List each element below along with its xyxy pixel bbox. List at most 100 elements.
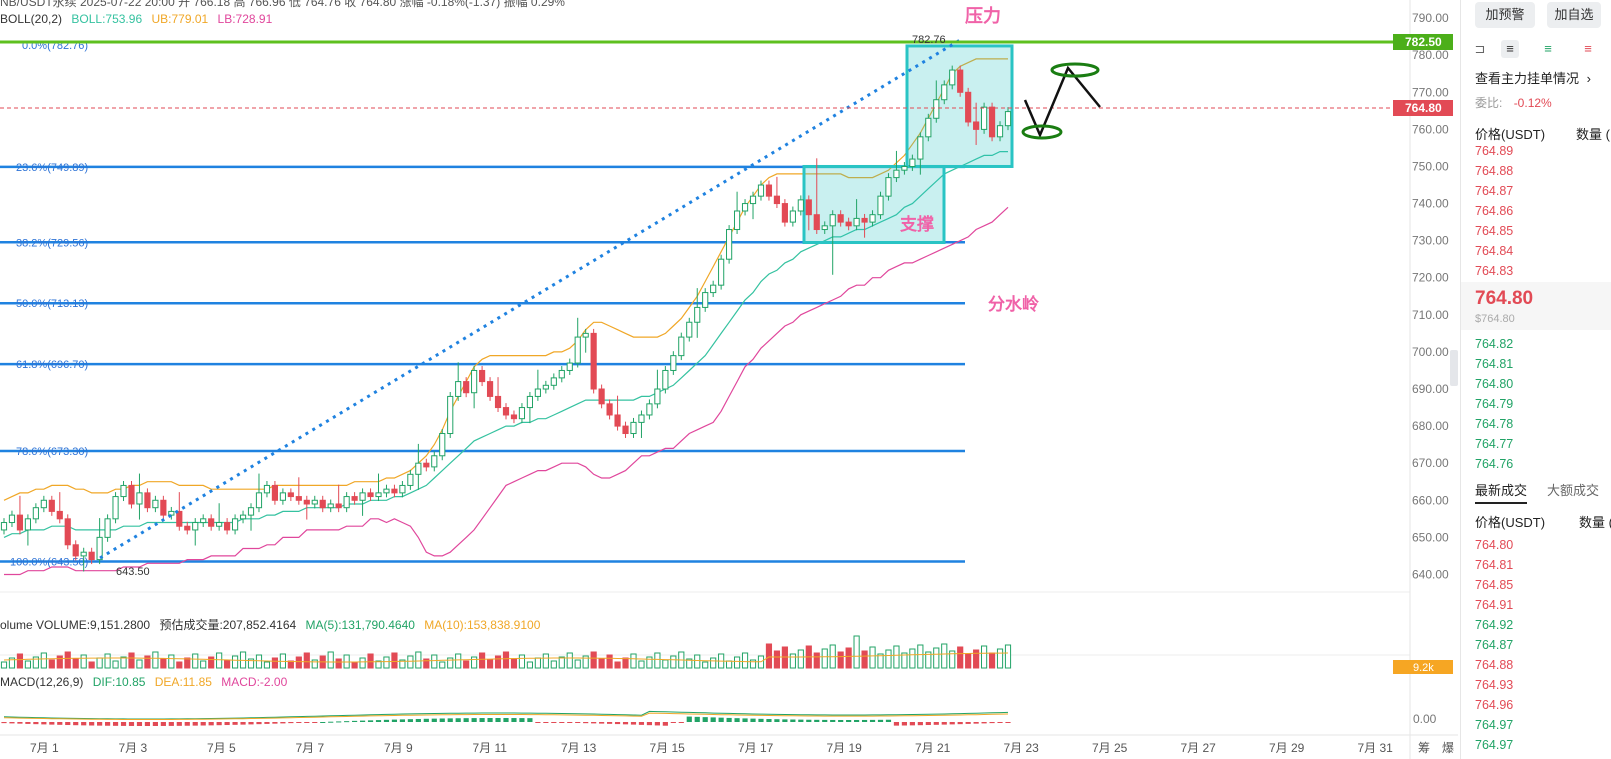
volume-bar <box>662 659 669 669</box>
y-tick-label: 720.00 <box>1412 271 1449 285</box>
y-tick-label: 640.00 <box>1412 567 1449 581</box>
candle <box>566 362 573 371</box>
ask-price[interactable]: 764.84 <box>1475 244 1514 258</box>
fib-label: 23.6%(749.89) <box>16 162 88 174</box>
chart-area[interactable]: 0.0%(782.76) 23.6%(749.89) 38.2%(729.56) 50… <box>0 0 1458 759</box>
candle <box>399 484 406 494</box>
macd-bar <box>160 722 166 726</box>
macd-bar <box>168 722 174 726</box>
volume-bar <box>670 655 677 669</box>
volume-bar <box>694 654 701 669</box>
layout-sell-icon[interactable]: ≡ <box>1584 41 1592 56</box>
bid-price[interactable]: 764.79 <box>1475 397 1514 411</box>
candle <box>120 484 127 498</box>
macd-bar <box>176 722 182 726</box>
candle <box>216 522 223 527</box>
macd-bar <box>304 722 310 723</box>
macd-dea-line <box>3 712 1009 720</box>
layout-both-icon[interactable]: ≡ <box>1501 40 1519 58</box>
macd-bar <box>543 722 549 723</box>
panel-collapse-handle[interactable] <box>1450 350 1458 386</box>
candle <box>718 258 725 286</box>
candle <box>136 492 143 505</box>
candle <box>773 195 781 205</box>
ask-price[interactable]: 764.89 <box>1475 144 1514 158</box>
macd-bar <box>559 722 565 723</box>
macd-bar <box>336 721 342 723</box>
volume-bar <box>184 657 191 669</box>
candle <box>917 136 924 160</box>
x-tick-label: 7月 23 <box>1004 741 1040 755</box>
volume-bar <box>295 656 302 669</box>
macd-bar <box>965 722 971 724</box>
volume-bar <box>558 656 565 669</box>
candle <box>909 158 916 167</box>
bid-price[interactable]: 764.80 <box>1475 377 1514 391</box>
current-price-tag: 764.80 <box>1405 101 1442 115</box>
bid-price[interactable]: 764.81 <box>1475 357 1514 371</box>
ask-price[interactable]: 764.86 <box>1475 204 1514 218</box>
bid-price[interactable]: 764.82 <box>1475 337 1514 351</box>
macd-bar <box>527 718 533 722</box>
macd-bar <box>575 722 581 723</box>
volume-bar <box>399 659 406 669</box>
main-orders-label: 查看主力挂单情况 <box>1475 71 1580 86</box>
ratio-value: -0.12% <box>1513 96 1552 110</box>
candle <box>941 84 948 101</box>
macd-bar <box>399 719 406 722</box>
candle <box>654 388 661 405</box>
macd-bar <box>359 720 366 722</box>
add-alert-button[interactable]: 加预警 <box>1475 2 1535 28</box>
layout-full-icon[interactable]: ⊐ <box>1474 41 1486 56</box>
boll-upper-line <box>3 58 1008 501</box>
candle <box>726 229 733 260</box>
ask-price[interactable]: 764.88 <box>1475 164 1514 178</box>
bid-price[interactable]: 764.78 <box>1475 417 1514 431</box>
bid-price[interactable]: 764.77 <box>1475 437 1514 451</box>
fib-label: 100.0%(643.50) <box>10 556 88 568</box>
macd-bar <box>694 716 700 722</box>
trade-price: 764.88 <box>1475 658 1514 672</box>
macd-bar <box>41 722 47 725</box>
volume-bar <box>351 661 358 669</box>
main-orders-link[interactable]: 查看主力挂单情况 › <box>1475 68 1591 87</box>
chevron-right-icon: › <box>1586 71 1591 86</box>
candle <box>813 214 820 231</box>
volume-bar <box>853 635 860 669</box>
macd-bar <box>120 722 127 726</box>
macd-bar <box>471 718 477 722</box>
projection-path <box>1023 65 1101 139</box>
volume-bar <box>32 656 39 669</box>
y-tick-label: 660.00 <box>1412 493 1449 507</box>
candle <box>0 522 8 531</box>
add-watchlist-button[interactable]: 加自选 <box>1547 2 1601 28</box>
current-price-tag-bg <box>1393 100 1453 116</box>
macd-bar <box>614 722 621 725</box>
ask-price[interactable]: 764.85 <box>1475 224 1514 238</box>
candle <box>821 225 828 231</box>
macd-bar <box>686 716 692 722</box>
support-annotation: 支撑 <box>900 214 934 234</box>
macd-bar <box>734 718 740 722</box>
x-extra-label: 筹 <box>1418 741 1430 755</box>
macd-bar <box>25 722 31 724</box>
x-tick-label: 7月 21 <box>915 741 951 755</box>
bid-price[interactable]: 764.76 <box>1475 457 1514 471</box>
candle <box>494 395 502 409</box>
macd-bar <box>232 722 238 725</box>
x-tick-label: 7月 17 <box>738 741 774 755</box>
volume-bar <box>303 652 310 669</box>
layout-buy-icon[interactable]: ≡ <box>1544 41 1552 56</box>
macd-bar <box>814 719 820 722</box>
macd-bar <box>296 722 302 723</box>
candle <box>351 496 358 501</box>
volume-bar <box>518 654 526 669</box>
boll-mid-value: BOLL:753.96 <box>71 12 143 26</box>
volume-bar <box>909 648 916 669</box>
ask-price[interactable]: 764.87 <box>1475 184 1514 198</box>
price-chart[interactable]: 0.0%(782.76)23.6%(749.89)38.2%(729.56)50… <box>0 0 1458 759</box>
candle <box>64 518 71 546</box>
tab-latest-trades[interactable]: 最新成交 <box>1475 480 1528 504</box>
ask-price[interactable]: 764.83 <box>1475 264 1514 278</box>
tab-large-trades[interactable]: 大额成交 <box>1547 483 1600 498</box>
